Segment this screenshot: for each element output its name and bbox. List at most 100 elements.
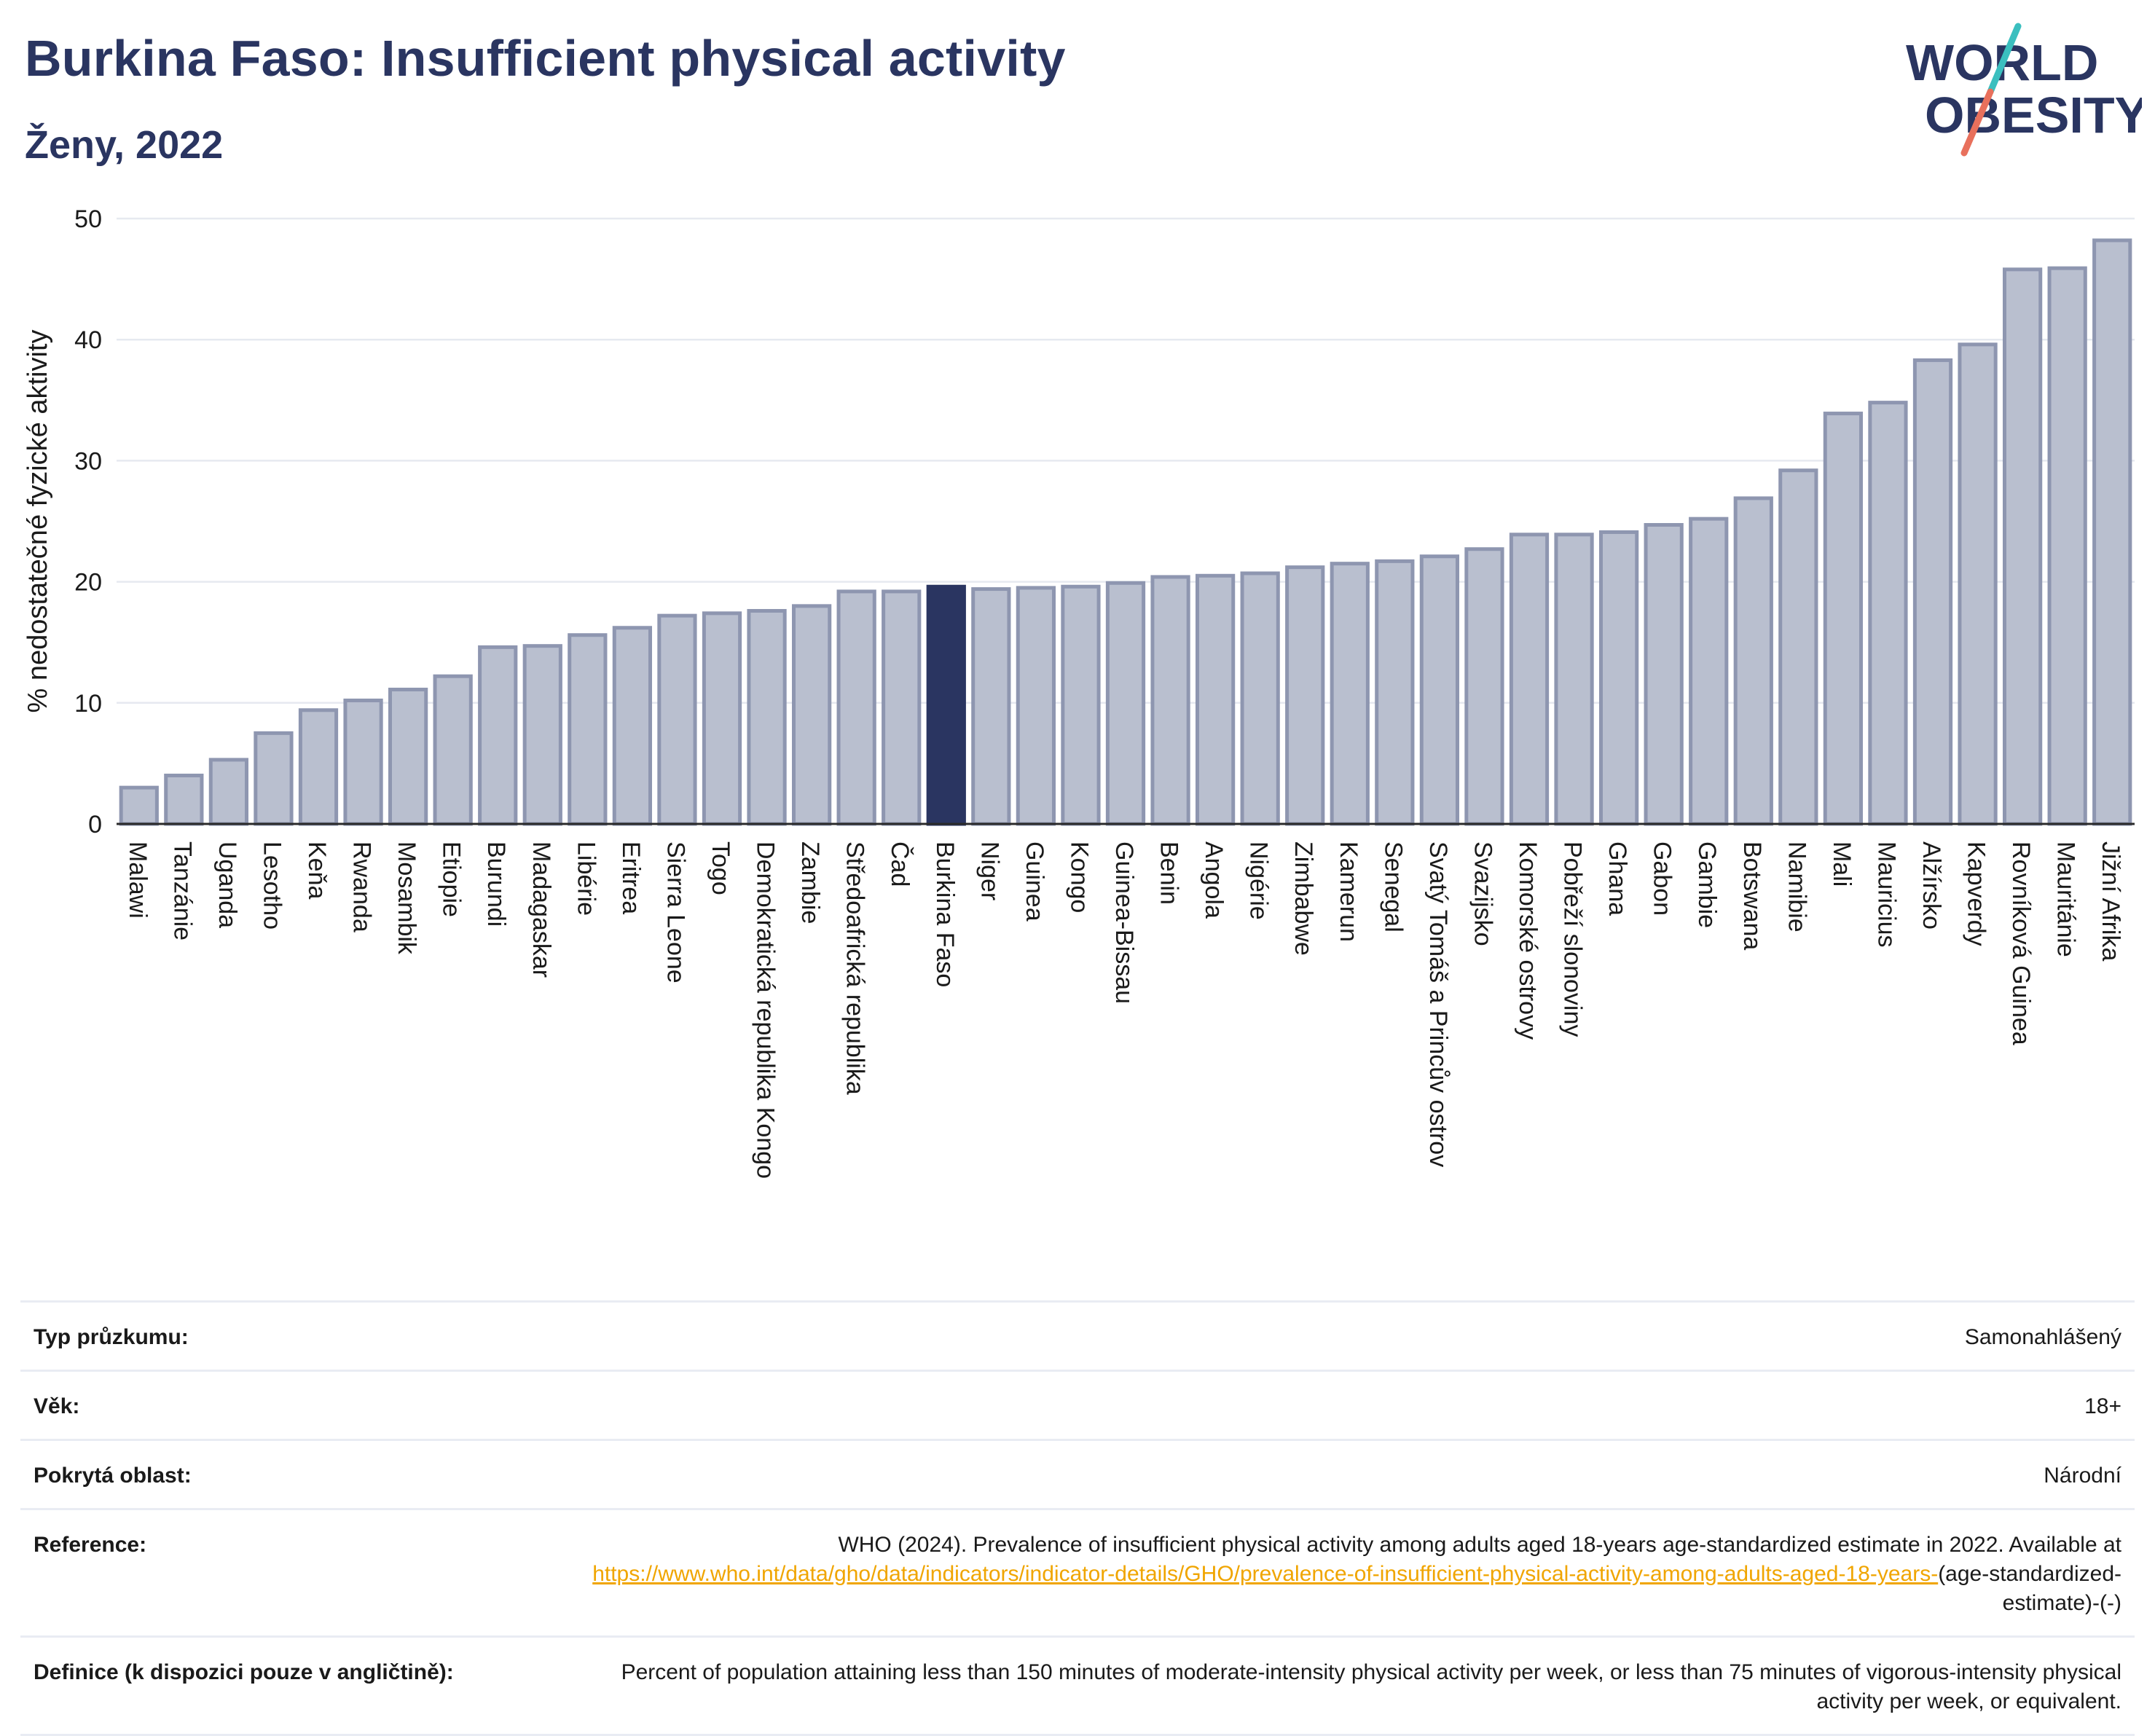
survey-value: Samonahlášený: [1964, 1325, 2121, 1349]
bar: [1823, 412, 1864, 826]
x-tick-label: Madagaskar: [527, 841, 555, 978]
bar: [1330, 562, 1370, 826]
x-tick-label: Gambie: [1693, 841, 1721, 928]
logo-slash-bottom: [1960, 88, 1994, 157]
bar: [343, 698, 383, 826]
y-tick-label: 10: [74, 690, 102, 718]
info-table: Typ průzkumu: Samonahlášený Věk: 18+ Pok…: [20, 1300, 2135, 1736]
bar: [1868, 401, 1908, 826]
bar: [164, 774, 204, 826]
bar: [568, 633, 608, 826]
info-row-area: Pokrytá oblast: Národní: [20, 1439, 2135, 1508]
reference-suffix: (age-standardized-estimate)-(-): [1938, 1562, 2121, 1615]
x-tick-label: Mauritánie: [2052, 841, 2080, 957]
reference-label: Reference:: [34, 1533, 147, 1557]
x-tick-label: Zimbabwe: [1290, 841, 1317, 956]
x-tick-label: Demokratická republika Kongo: [752, 841, 780, 1179]
x-tick-label: Svazijsko: [1469, 841, 1496, 946]
x-tick-label: Mauricius: [1872, 841, 1900, 947]
x-tick-label: Pobřeží slonoviny: [1559, 841, 1587, 1037]
x-tick-label: Kamerun: [1335, 841, 1362, 942]
info-row-definition: Definice (k dispozici pouze v angličtině…: [20, 1635, 2135, 1736]
x-tick-label: Zambie: [796, 841, 824, 924]
x-tick-label: Namibie: [1783, 841, 1810, 932]
bar: [1375, 559, 1415, 826]
bar: [791, 604, 832, 826]
bars: [119, 238, 2132, 826]
definition-label: Definice (k dispozici pouze v angličtině…: [34, 1660, 454, 1684]
x-tick-label: Burkina Faso: [931, 841, 959, 987]
x-tick-label: Mali: [1828, 841, 1856, 887]
reference-link[interactable]: https://www.who.int/data/gho/data/indica…: [592, 1562, 1939, 1586]
y-tick-labels: 0 10 20 30 40 50: [74, 205, 102, 838]
x-tick-label: Angola: [1200, 841, 1228, 919]
logo-text-obesity: OBESITY: [1925, 87, 2142, 144]
x-tick-label: Niger: [976, 841, 1003, 900]
x-tick-label: Uganda: [213, 841, 241, 928]
bar: [2002, 267, 2043, 826]
bar: [2047, 266, 2087, 826]
x-tick-label: Keňa: [303, 841, 331, 899]
x-tick-label: Eritrea: [617, 841, 645, 914]
x-tick-label: Burundi: [482, 841, 510, 927]
bar: [1195, 573, 1236, 826]
bar-chart: 0 10 20 30 40 50 Malawi Tanzánie Uganda Lesotho K…: [23, 205, 2135, 1179]
bar: [1061, 584, 1101, 826]
area-label: Pokrytá oblast:: [34, 1464, 192, 1488]
x-tick-label: Středoafrická republika: [841, 841, 869, 1095]
bar: [1285, 565, 1325, 826]
bar: [119, 785, 159, 826]
x-tick-label: Kapverdy: [1963, 841, 1990, 946]
x-tick-label: Rovníková Guinea: [2007, 841, 2035, 1045]
bar: [1016, 586, 1056, 826]
bar: [1509, 533, 1550, 826]
x-tick-label: Togo: [707, 841, 734, 895]
y-tick-label: 40: [74, 326, 102, 354]
x-tick-label: Libérie: [572, 841, 600, 916]
y-tick-label: 30: [74, 447, 102, 475]
bar: [882, 589, 922, 826]
bar: [2092, 238, 2132, 826]
bar: [1419, 554, 1460, 826]
reference-value: WHO (2024). Prevalence of insufficient p…: [570, 1531, 2121, 1618]
bar: [1644, 522, 1684, 826]
world-obesity-logo: WORLD OBESITY: [1906, 23, 2142, 157]
area-value: Národní: [2044, 1464, 2121, 1488]
bar: [1912, 358, 1953, 826]
reference-text: WHO (2024). Prevalence of insufficient p…: [838, 1533, 2121, 1557]
x-tick-label: Rwanda: [348, 841, 376, 932]
x-tick-label: Komorské ostrovy: [1514, 841, 1542, 1040]
x-tick-label: Nigérie: [1245, 841, 1273, 920]
bar: [747, 608, 787, 826]
bar: [208, 758, 249, 826]
bar: [1464, 547, 1504, 826]
x-tick-label: Jižní Afrika: [2097, 841, 2124, 961]
bar: [1598, 530, 1639, 826]
x-tick-label: Malawi: [124, 841, 152, 919]
bar: [433, 674, 473, 826]
bar: [1554, 533, 1594, 826]
bar: [1778, 468, 1818, 826]
y-tick-label: 0: [88, 811, 102, 838]
bar: [1150, 575, 1190, 826]
bar: [612, 626, 653, 826]
x-tick-label: Tanzánie: [168, 841, 196, 940]
age-value: 18+: [2084, 1394, 2121, 1418]
x-tick-label: Svatý Tomáš a Princův ostrov: [1424, 841, 1452, 1167]
bar: [926, 584, 966, 826]
x-tick-label: Gabon: [1649, 841, 1676, 916]
bar: [971, 587, 1011, 826]
x-tick-label: Guinea: [1021, 841, 1048, 922]
bar: [522, 644, 562, 826]
bar: [657, 613, 697, 826]
bar: [254, 731, 294, 826]
survey-label: Typ průzkumu:: [34, 1325, 189, 1349]
x-tick-labels: Malawi Tanzánie Uganda Lesotho Keňa Rwanda Mos…: [124, 841, 2124, 1179]
x-tick-label: Ghana: [1604, 841, 1631, 916]
age-label: Věk:: [34, 1394, 80, 1418]
chart-subtitle: Ženy, 2022: [25, 123, 224, 167]
x-tick-label: Lesotho: [258, 841, 286, 930]
x-tick-label: Etiopie: [438, 841, 466, 917]
info-row-survey: Typ průzkumu: Samonahlášený: [20, 1300, 2135, 1370]
x-tick-label: Čad: [886, 841, 914, 887]
